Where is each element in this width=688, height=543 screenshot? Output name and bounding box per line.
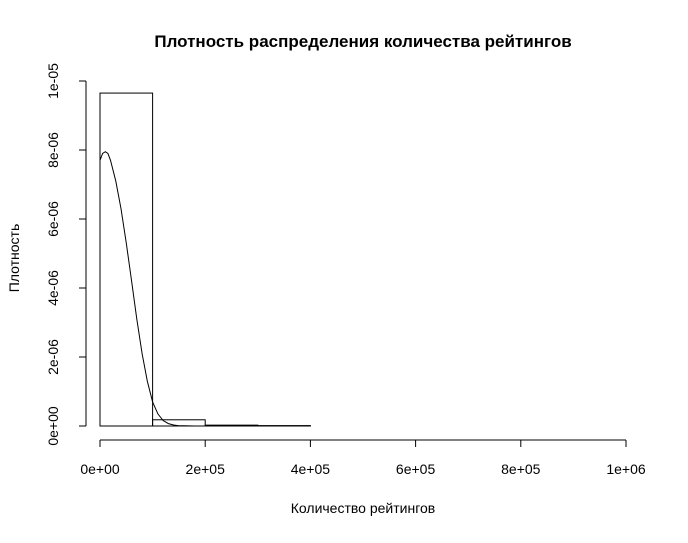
y-axis-label: Плотность xyxy=(6,224,22,293)
y-tick-label: 4e-06 xyxy=(45,270,61,306)
histogram-bar xyxy=(205,425,258,426)
y-tick-label: 6e-06 xyxy=(45,201,61,237)
x-tick-label: 4e+05 xyxy=(291,461,331,477)
x-tick-label: 1e+06 xyxy=(606,461,646,477)
y-tick-label: 1e-05 xyxy=(45,63,61,99)
x-axis: 0e+00 2e+05 4e+05 6e+05 8e+05 1e+06 xyxy=(80,440,646,477)
y-tick-label: 8e-06 xyxy=(45,132,61,168)
y-tick-label: 0e+00 xyxy=(45,406,61,446)
x-tick-label: 6e+05 xyxy=(396,461,436,477)
chart-title: Плотность распределения количества рейти… xyxy=(154,32,571,51)
x-axis-label: Количество рейтингов xyxy=(291,500,435,516)
histogram-bars xyxy=(100,93,310,426)
x-tick-label: 2e+05 xyxy=(186,461,226,477)
x-tick-label: 8e+05 xyxy=(501,461,541,477)
density-curve-layer xyxy=(100,152,195,426)
histogram-bar xyxy=(153,420,206,426)
density-curve xyxy=(100,152,195,426)
x-tick-label: 0e+00 xyxy=(80,461,120,477)
histogram-bar xyxy=(100,93,153,426)
y-tick-label: 2e-06 xyxy=(45,339,61,375)
y-axis: 0e+00 2e-06 4e-06 6e-06 8e-06 1e-05 xyxy=(45,63,86,446)
